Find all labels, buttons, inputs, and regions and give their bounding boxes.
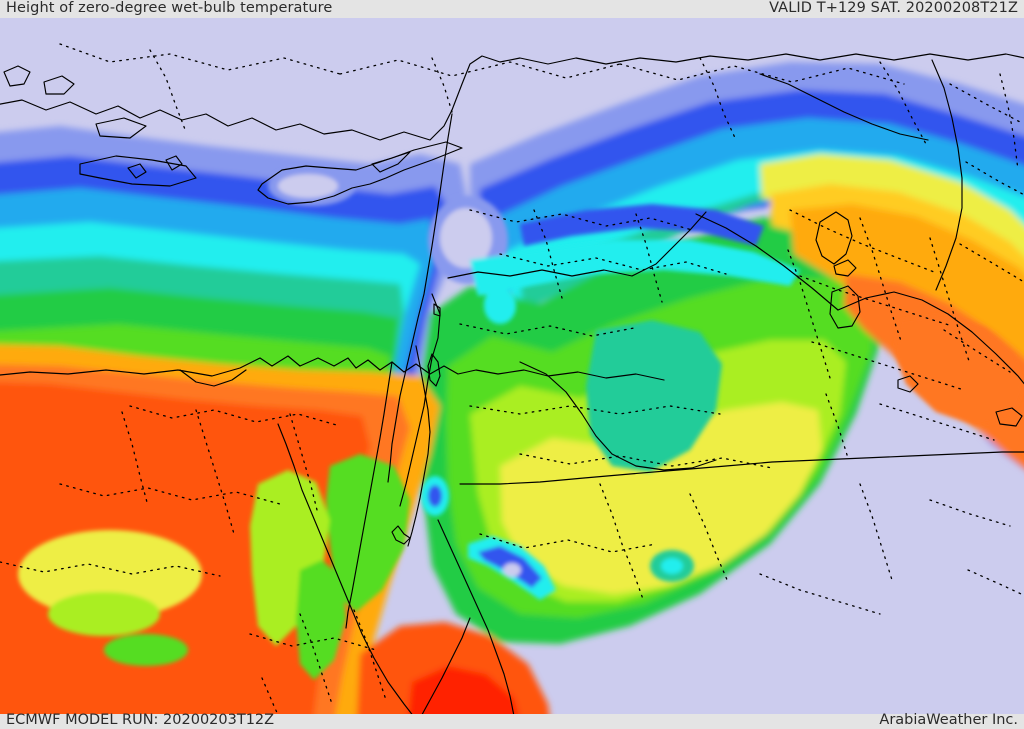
coast-dead-sea	[427, 353, 441, 387]
dotted-iran-3	[959, 243, 1024, 283]
border-iraq-iran	[837, 291, 1024, 385]
valid-time-label: VALID T+129 SAT. 20200208T21Z	[769, 0, 1018, 16]
coast-islet-rhodes	[127, 163, 147, 179]
coast-cyprus-panhandle	[371, 151, 411, 173]
internal-borders-dotted	[0, 43, 1024, 714]
coast-gulf-suez-west	[277, 423, 413, 714]
band-red-core	[408, 666, 519, 714]
cell-sinai-green	[326, 454, 410, 612]
dotted-iran-2	[965, 161, 1024, 196]
dotted-nile-2	[299, 613, 333, 705]
cell-lebanon-lowest	[440, 208, 492, 268]
dotted-redsea-gov	[353, 609, 387, 701]
dotted-egypt-7	[121, 411, 149, 507]
lake-razzaza	[829, 285, 861, 329]
coast-redsea-west	[421, 617, 471, 714]
border-jordan-syria	[447, 211, 707, 279]
dotted-egypt-1	[129, 405, 341, 427]
feature-se-saudi	[995, 407, 1023, 427]
border-jordan-iraq-saudi	[519, 361, 717, 471]
dotted-iraq-7	[879, 403, 995, 441]
cell-nsaudi-cyan2	[661, 558, 683, 574]
coast-sinai	[345, 361, 393, 629]
cell-redsea-green	[296, 560, 346, 680]
header-bar: Height of zero-degree wet-bulb temperatu…	[0, 0, 1024, 18]
dotted-syria-4	[635, 213, 663, 303]
cell-azraq-cyan	[484, 289, 510, 319]
cell-syria-blue-arm	[520, 204, 764, 246]
dotted-egypt-2	[59, 483, 281, 505]
coast-islet-karpathos	[165, 155, 183, 171]
coast-crete	[79, 155, 197, 187]
cell-hijaz-lav	[503, 563, 521, 577]
border-israel-jordan	[399, 293, 441, 507]
dotted-jordan-1	[459, 323, 635, 337]
cell-wdesert-green	[48, 592, 160, 636]
model-run-label: ECMWF MODEL RUN: 20200203T12Z	[6, 712, 275, 728]
dotted-saudi-3	[599, 483, 645, 603]
dotted-iran-5	[999, 73, 1019, 171]
dotted-iraq-3	[811, 341, 965, 391]
coast-gulf-aqaba	[407, 345, 431, 547]
dotted-saudi-1	[469, 405, 721, 415]
dotted-syria-2	[499, 253, 727, 275]
dotted-iran-1	[949, 83, 1021, 123]
provider-label: ArabiaWeather Inc.	[879, 712, 1018, 728]
lake-milh	[897, 375, 919, 393]
coast-egypt-med	[0, 355, 665, 381]
dotted-turkey-4	[149, 49, 187, 133]
map-canvas[interactable]	[0, 14, 1024, 714]
page-title: Height of zero-degree wet-bulb temperatu…	[6, 0, 333, 16]
dotted-turkey-6	[699, 57, 737, 141]
cell-syria-cyan-arm	[470, 240, 800, 296]
coast-redsea-east	[437, 519, 515, 714]
dotted-turkey-2	[339, 59, 621, 79]
dotted-saudi-se-2	[859, 483, 893, 581]
dotted-saudi-2	[519, 453, 773, 469]
coast-levant	[387, 113, 453, 483]
coast-aegean-islet-1	[3, 65, 31, 87]
lake-tharthar	[815, 211, 853, 265]
coast-cyprus	[257, 141, 463, 205]
coast-aegean-islet-2	[43, 75, 75, 95]
dotted-iraq-2	[799, 275, 953, 327]
lake-habbaniyah	[833, 259, 857, 277]
border-iraq-turkey	[759, 73, 929, 141]
dotted-egypt-4	[195, 409, 235, 535]
dotted-syria-3	[533, 209, 563, 299]
dotted-saudi-se-1	[759, 573, 881, 615]
band-yellow-interior	[500, 402, 822, 594]
dotted-turkey-7	[879, 61, 927, 145]
coast-sinai-tip	[391, 525, 411, 545]
dotted-egypt-6	[249, 633, 377, 651]
coast-aegean-islet-3	[95, 117, 147, 139]
footer-bar: ECMWF MODEL RUN: 20200203T12Z ArabiaWeat…	[0, 712, 1024, 729]
contour-map-svg	[0, 14, 1024, 714]
dotted-turkey-3	[619, 63, 905, 85]
cell-nsaudi-teal	[586, 320, 722, 472]
cell-iraq-inner	[894, 314, 1024, 426]
dotted-saudi-se-3	[929, 499, 1011, 527]
local-cell-group	[18, 166, 1024, 680]
dotted-iraq-8	[825, 393, 849, 459]
dotted-iraq-4	[859, 217, 903, 345]
border-syria-iraq	[695, 213, 839, 311]
dotted-iran-4	[943, 329, 1011, 373]
dotted-turkey-5	[431, 57, 453, 113]
dotted-iraq-6	[787, 249, 831, 379]
dotted-saudi-5	[479, 533, 657, 553]
border-iran-zagros	[931, 59, 963, 291]
cell-wdesert-green2	[104, 634, 188, 666]
cell-tabuk-blue	[428, 485, 442, 507]
cell-wdesert-yellow	[18, 530, 202, 618]
cell-nile-greenbelt	[250, 470, 330, 646]
coast-delta-inner	[179, 369, 247, 387]
dotted-egypt-3	[0, 561, 221, 577]
dotted-iraq-5	[929, 237, 971, 365]
dotted-saudi-4	[689, 493, 729, 583]
cell-cyprus-lowest	[278, 174, 338, 198]
